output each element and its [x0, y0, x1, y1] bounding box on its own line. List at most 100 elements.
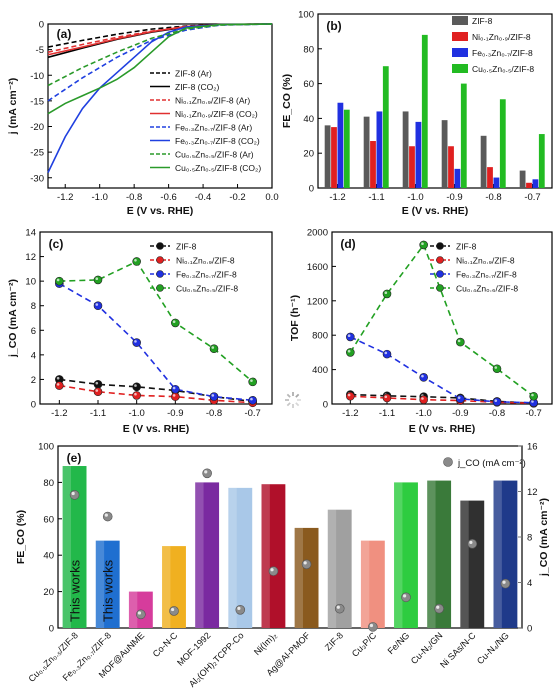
panel-b-xtick-label: -0.7: [524, 192, 540, 203]
panel-a-ytick-label: 0: [39, 20, 44, 31]
panel-d-series-line: [349, 336, 534, 404]
panel-b-xtick-label: -0.9: [446, 192, 462, 203]
panel-c-point: [132, 338, 141, 347]
panel-b-ytick-label: 100: [298, 10, 314, 21]
panel-d-point: [492, 397, 502, 407]
panel-e-bar: [460, 500, 485, 628]
panel-e-jco-point-highlight: [303, 561, 307, 565]
panel-c-legend-marker: [156, 242, 164, 250]
panel-e-y2tick-label: 12: [527, 487, 538, 498]
panel-d-point: [492, 364, 502, 374]
panel-d-label: (d): [340, 237, 355, 251]
panel-a-ytick-label: -5: [36, 45, 44, 56]
panel-e-ylabel: FE_CO (%): [15, 510, 27, 564]
panel-e-jco-point-highlight: [237, 606, 241, 611]
panel-b-legend-label: ZIF-8: [472, 16, 493, 26]
panel-c-xtick-label: -1.0: [128, 408, 144, 419]
spinner-tick: [295, 393, 300, 398]
spinner-tick: [295, 402, 300, 407]
panel-c-point: [248, 377, 257, 387]
panel-e-jco-point-highlight: [204, 470, 208, 474]
panel-c-series-line: [58, 282, 253, 402]
panel-e-xtick-label: ZIF-8: [323, 630, 345, 652]
panel-a-series-line: [47, 23, 273, 115]
panel-c-point: [171, 384, 180, 394]
panel-e-jco-point: [467, 539, 478, 549]
panel-d-ytick-label: 800: [312, 331, 328, 342]
panel-c-legend-label: Cu₀.₅Zn₀.₅/ZIF-8: [176, 284, 238, 294]
panel-d-legend-label: Cu₀.₄Zn₀.₆/ZIF-8: [456, 284, 518, 294]
panel-c-point-highlight: [56, 278, 60, 282]
panel-b-ytick-label: 0: [309, 184, 314, 195]
panel-c-frame: [39, 231, 273, 405]
panel-c-ytick-label: 6: [31, 326, 36, 337]
panel-e-jco-point: [69, 490, 80, 500]
panel-d-point: [382, 393, 392, 403]
panel-a-series-line: [47, 23, 273, 87]
panel-d-point-highlight: [494, 399, 498, 402]
panel-b-xtick-label: -1.2: [329, 192, 345, 203]
panel-d-point-highlight: [384, 395, 388, 399]
panel-e-y2tick-label: 0: [527, 624, 532, 635]
panel-c-point: [248, 396, 257, 405]
panel-b-legend-label: Cu₀.₅Zn₀.₅/ZIF-8: [472, 64, 534, 74]
panel-a-legend-label: ZIF-8 (CO₂): [175, 82, 220, 92]
panel-e-bar: [261, 484, 286, 628]
panel-d-legend-label: Ni₀.₁Zn₀.₉/ZIF-8: [456, 256, 515, 266]
panel-e-bar: [95, 540, 120, 628]
panel-b-bar: [519, 170, 526, 188]
panel-d-point: [419, 240, 428, 250]
panel-d-series-line: [350, 395, 534, 405]
panel-e-bar-shine: [195, 482, 204, 628]
panel-b-bar: [526, 182, 532, 188]
panel-b-bar: [343, 109, 350, 188]
panel-e-xtick-label: Ni(Im)₂: [252, 630, 279, 657]
panel-e-bar: [327, 509, 352, 628]
panel-e-ytick-label: 20: [43, 587, 54, 598]
panel-d-point-highlight: [421, 374, 424, 378]
panel-c-point: [93, 380, 103, 389]
panel-d-point-highlight: [531, 400, 534, 403]
panel-e-jco-point-highlight: [270, 568, 274, 572]
panel-e-bar-shine: [62, 466, 71, 628]
panel-c-xtick-label: -1.1: [90, 408, 106, 419]
panel-d-ytick-label: 1600: [307, 262, 328, 273]
panel-b-xlabel: E (V vs. RHE): [402, 205, 469, 217]
panel-b-ylabel: FE_CO (%): [281, 74, 293, 128]
panel-e-y2tick-label: 4: [527, 578, 532, 589]
panel-d-point-highlight: [421, 397, 424, 400]
panel-d-legend-label: ZIF-8: [456, 242, 477, 252]
panel-b-bar: [402, 111, 409, 188]
panel-e-jco-point-highlight: [502, 580, 506, 584]
panel-e-bar-shine: [327, 509, 337, 628]
panel-e-label: (e): [67, 451, 82, 465]
panel-c-xlabel: E (V vs. RHE): [123, 423, 190, 435]
panel-b-bar: [324, 125, 331, 188]
panel-e-ytick-label: 80: [43, 478, 54, 489]
panel-e-jco-point: [235, 604, 246, 615]
panel-a-ytick-label: -25: [30, 148, 44, 159]
panel-a-xlabel: E (V vs. RHE): [127, 205, 194, 217]
panel-d-point: [382, 289, 392, 299]
panel-d-legend-marker: [436, 270, 444, 278]
panel-b-legend-swatch: [452, 48, 468, 57]
panel-d-point-highlight: [421, 242, 424, 245]
panel-c-ytick-label: 8: [31, 301, 36, 312]
panel-e-jco-point: [202, 468, 212, 479]
panel-b-legend-swatch: [452, 64, 468, 73]
panel-b-bar: [532, 179, 539, 188]
panel-c-point: [132, 391, 141, 400]
panel-a-legend-label: Ni₀.₁Zn₀.₉/ZIF-8 (Ar): [175, 96, 250, 106]
panel-a-xtick-label: -0.2: [229, 192, 245, 203]
panel-c-point: [55, 381, 64, 390]
panel-e-legend-label: j_CO (mA cm⁻²): [457, 458, 526, 469]
panel-c-point: [171, 318, 180, 328]
panel-a-ytick-label: -20: [30, 122, 44, 133]
panel-e-xtick-label: Co-N-C: [151, 630, 180, 659]
panel-c-point: [55, 276, 64, 286]
panel-c-label: (c): [49, 237, 64, 251]
panel-e-bar-shine: [394, 482, 403, 628]
panel-e-frame: [57, 445, 523, 629]
panel-d-point: [346, 348, 355, 357]
